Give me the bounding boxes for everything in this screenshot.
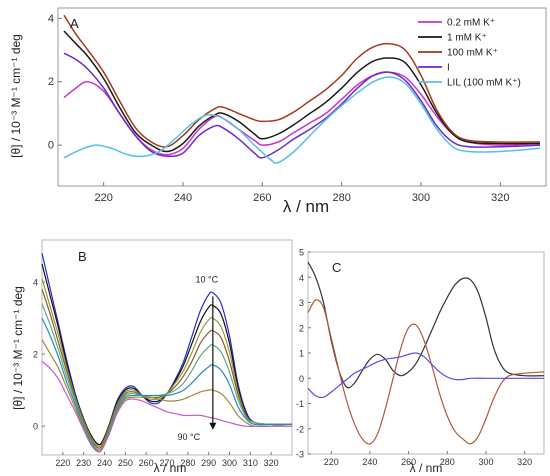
series-line-1 — [307, 261, 545, 389]
x-tick-label: 280 — [180, 458, 195, 468]
x-tick-label: 250 — [118, 458, 133, 468]
x-tick-label: 220 — [55, 458, 70, 468]
legend-label: LIL (100 mM K⁺) — [447, 78, 521, 89]
arrow-head — [209, 422, 217, 430]
y-tick-label: -2 — [296, 424, 304, 434]
x-tick-label: 260 — [253, 192, 271, 204]
panel-a-frame — [57, 7, 547, 187]
panel-a: 220 240 260 280 300 320 0 2 4 A [θ] / 10⁻³ M⁻¹ c… — [9, 7, 547, 216]
panel-b-ylabel: [θ] / 10⁻³ M⁻¹ cm⁻¹ deg — [11, 286, 25, 410]
panel-c-axes: 220 240 260 280 300 320 -3 -2 -1 0 1 2 3 4 5 — [296, 248, 532, 468]
annotation-10c: 10 °C — [196, 274, 219, 284]
y-tick-label: 2 — [48, 76, 54, 88]
legend-label: 100 mM K⁺ — [447, 48, 498, 59]
x-tick-label: 220 — [94, 192, 112, 204]
panel-a-label: A — [70, 16, 79, 31]
x-tick-label: 320 — [264, 458, 279, 468]
series-line-3 — [63, 14, 541, 148]
y-tick-label: 0 — [48, 140, 54, 152]
panel-b-xlabel: λ / nm — [154, 461, 187, 475]
x-tick-label: 260 — [139, 458, 154, 468]
x-tick-label: 240 — [362, 457, 377, 467]
y-tick-label: 5 — [299, 248, 304, 258]
panel-c-label: C — [332, 260, 341, 275]
x-tick-label: 280 — [332, 192, 350, 204]
x-tick-label: 290 — [201, 458, 216, 468]
legend-label: 0.2 mM K⁺ — [447, 18, 495, 29]
series-line-5 — [41, 303, 293, 451]
x-tick-label: 320 — [517, 457, 532, 467]
panel-c: 220 240 260 280 300 320 -3 -2 -1 0 1 2 3 4 5 C λ / nm — [296, 248, 545, 475]
series-line-2 — [307, 299, 545, 445]
x-tick-label: 240 — [97, 458, 112, 468]
x-tick-label: 300 — [478, 457, 493, 467]
x-tick-label: 240 — [174, 192, 192, 204]
x-tick-label: 270 — [159, 458, 174, 468]
series-line-2 — [41, 263, 293, 446]
legend-label: 1 mM K⁺ — [447, 33, 487, 44]
annotation-90c: 90 °C — [178, 432, 201, 442]
panel-c-xlabel: λ / nm — [410, 461, 443, 475]
panel-a-legend: 0.2 mM K⁺ 1 mM K⁺ 100 mM K⁺ I LIL (100 mM K⁺… — [418, 18, 521, 89]
y-tick-label: -3 — [296, 450, 304, 460]
series-line-3 — [307, 352, 544, 399]
panel-c-frame — [307, 251, 545, 455]
y-tick-label: 4 — [33, 278, 38, 288]
panel-b: 220 230 240 250 260 270 280 290 300 310 320 0 2 4 B [… — [11, 239, 293, 475]
x-tick-label: 300 — [412, 192, 430, 204]
x-tick-label: 310 — [243, 458, 258, 468]
x-tick-label: 280 — [440, 457, 455, 467]
legend-label: I — [447, 63, 450, 74]
panel-b-series — [41, 253, 293, 453]
series-line-8 — [41, 360, 292, 451]
panel-a-axes: 220 240 260 280 300 320 0 2 4 — [48, 13, 510, 204]
series-line-4 — [63, 52, 541, 159]
x-tick-label: 300 — [222, 458, 237, 468]
panel-b-axes: 220 230 240 250 260 270 280 290 300 310 320 0 2 4 — [33, 278, 279, 468]
y-tick-label: 3 — [299, 298, 304, 308]
series-line-5 — [63, 76, 541, 164]
series-line-2 — [63, 30, 541, 153]
y-tick-label: 1 — [299, 349, 304, 359]
y-tick-label: 0 — [33, 422, 38, 432]
x-tick-label: 320 — [491, 192, 509, 204]
y-tick-label: -1 — [296, 399, 304, 409]
panel-c-series — [307, 261, 545, 445]
x-tick-label: 220 — [324, 457, 339, 467]
panel-a-series — [63, 14, 541, 164]
panel-b-label: B — [78, 249, 87, 264]
series-line-7 — [41, 339, 292, 453]
panel-a-xlabel: λ / nm — [283, 197, 329, 216]
panel-a-ylabel: [θ] / 10⁻³ M⁻¹ cm⁻¹ deg — [9, 34, 23, 158]
y-tick-label: 2 — [299, 323, 304, 333]
series-line-6 — [41, 317, 292, 453]
y-tick-label: 4 — [48, 13, 54, 25]
x-tick-label: 260 — [401, 457, 416, 467]
y-tick-label: 2 — [33, 350, 38, 360]
y-tick-label: 0 — [299, 374, 304, 384]
temperature-arrow — [209, 296, 217, 430]
x-tick-label: 230 — [76, 458, 91, 468]
y-tick-label: 4 — [299, 273, 304, 283]
